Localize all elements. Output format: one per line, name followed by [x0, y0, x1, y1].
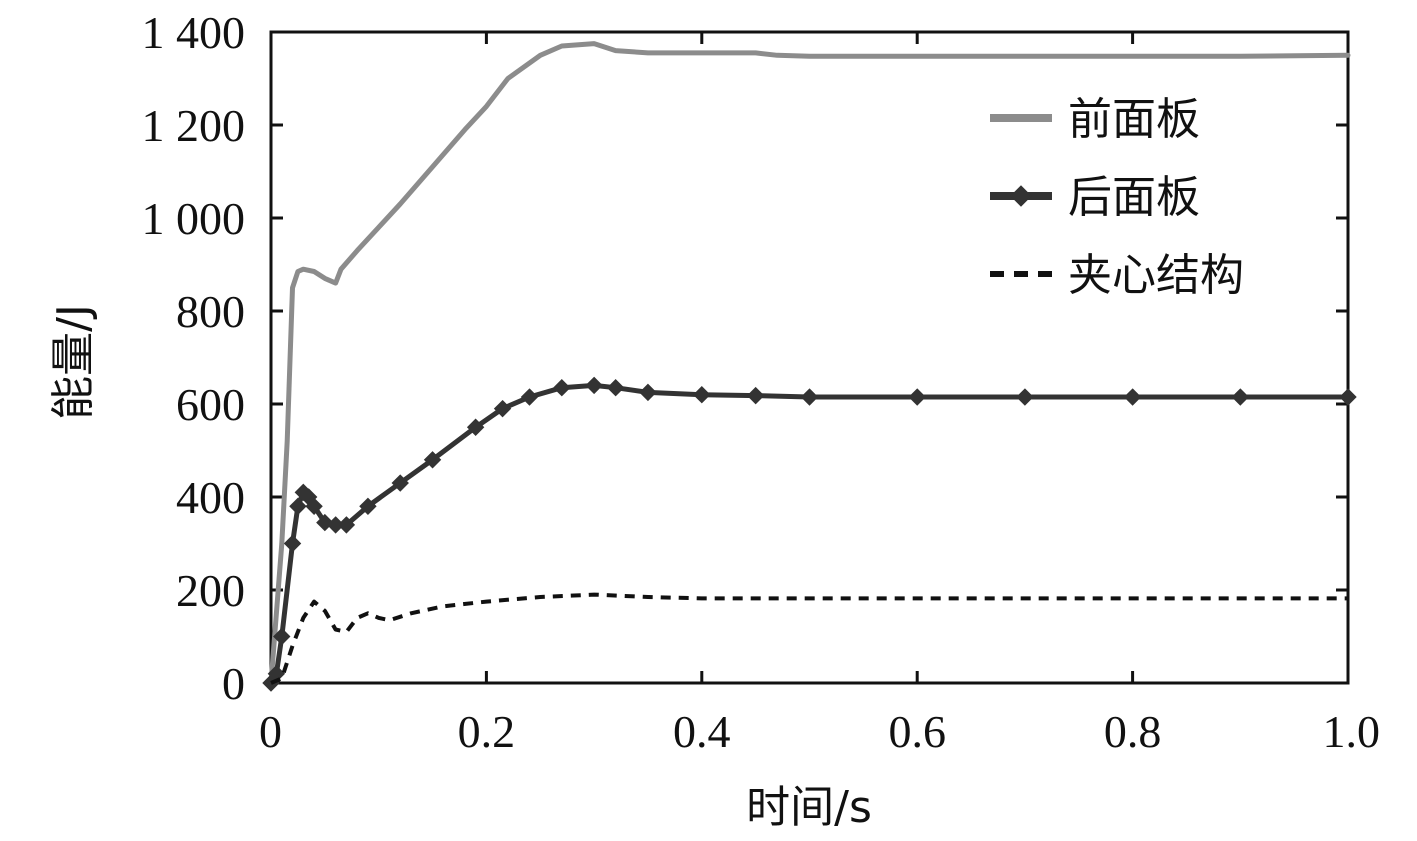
- series-point-1: [337, 516, 356, 534]
- series-point-1: [273, 627, 291, 646]
- x-axis-title: 时间/s: [746, 782, 872, 833]
- series-point-1: [908, 388, 926, 406]
- x-tick-label: 0.2: [458, 706, 516, 757]
- series-line-0: [268, 41, 1351, 686]
- series-point-1: [1339, 388, 1357, 406]
- series-point-1: [606, 379, 625, 397]
- series-point-1: [553, 379, 571, 397]
- series-point-1: [585, 376, 603, 395]
- legend-label-1: 后面板: [1068, 172, 1200, 223]
- series-layer: [262, 41, 1357, 692]
- series-point-1: [359, 497, 377, 516]
- x-tick-label: 0.8: [1104, 706, 1162, 757]
- y-axis-ticks: 0 200 400 600 800 1 000 1 200 1 400: [142, 7, 1348, 709]
- series-point-1: [283, 534, 302, 553]
- series-line-1: [268, 382, 1351, 686]
- series-point-1: [520, 388, 539, 406]
- series-point-1: [1016, 388, 1034, 406]
- series-point-1: [693, 385, 711, 404]
- y-tick-label: 400: [176, 472, 245, 523]
- legend-marker-1: [1010, 185, 1032, 207]
- y-tick-label: 1 200: [142, 100, 246, 151]
- y-tick-label: 600: [176, 379, 245, 430]
- y-axis-title: 能量/J: [48, 304, 99, 420]
- series-point-1: [493, 399, 512, 418]
- y-tick-label: 0: [222, 658, 245, 709]
- series-point-1: [423, 451, 442, 469]
- series-point-1: [391, 474, 409, 492]
- series-point-1: [305, 497, 323, 516]
- y-tick-label: 1 400: [142, 7, 246, 58]
- y-tick-label: 800: [176, 286, 245, 337]
- x-tick-label: 0: [259, 706, 282, 757]
- x-tick-label: 1.0: [1323, 706, 1381, 757]
- series-point-1: [1231, 388, 1250, 406]
- series-point-1: [639, 383, 657, 402]
- series-line-2: [270, 592, 1348, 685]
- series-point-1: [289, 497, 307, 516]
- series-point-1: [800, 388, 819, 406]
- x-tick-label: 0.4: [673, 706, 731, 757]
- legend-label-0: 前面板: [1068, 94, 1200, 145]
- series-point-1: [466, 418, 485, 436]
- y-tick-label: 1 000: [142, 193, 246, 244]
- series-point-1: [1123, 388, 1142, 406]
- x-axis-ticks: 0 0.2 0.4 0.6 0.8 1.0: [259, 32, 1380, 757]
- legend-label-2: 夹心结构: [1068, 250, 1244, 301]
- x-tick-label: 0.6: [888, 706, 946, 757]
- plot-frame: [269, 30, 1350, 685]
- y-tick-label: 200: [176, 565, 245, 616]
- series-point-1: [746, 386, 765, 405]
